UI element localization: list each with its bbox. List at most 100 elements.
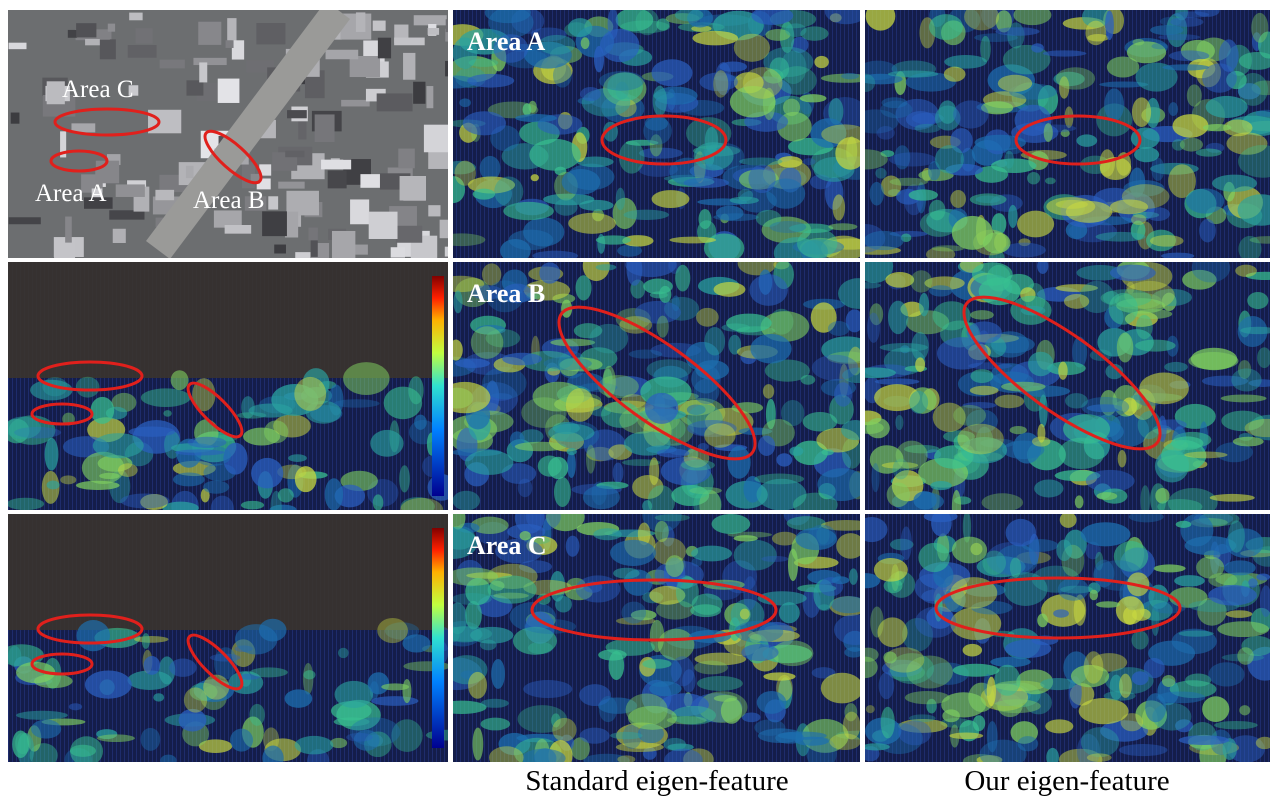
caption: Our eigen-feature bbox=[964, 765, 1169, 797]
texture bbox=[1196, 149, 1222, 157]
texture bbox=[1176, 521, 1192, 528]
texture bbox=[1231, 368, 1261, 391]
texture bbox=[1084, 651, 1104, 683]
texture bbox=[175, 449, 224, 455]
texture bbox=[142, 633, 150, 649]
texture bbox=[1174, 575, 1205, 586]
texture bbox=[929, 14, 963, 40]
texture bbox=[1179, 630, 1214, 636]
texture bbox=[1150, 235, 1184, 247]
texture bbox=[1087, 753, 1112, 762]
texture bbox=[295, 466, 317, 492]
texture bbox=[610, 732, 642, 739]
texture bbox=[669, 237, 716, 244]
texture bbox=[953, 405, 986, 426]
texture bbox=[1131, 214, 1146, 225]
texture bbox=[881, 707, 895, 739]
building bbox=[225, 225, 252, 234]
texture bbox=[532, 251, 578, 261]
texture bbox=[1121, 713, 1144, 731]
building bbox=[9, 43, 27, 49]
texture bbox=[1013, 5, 1051, 25]
texture bbox=[910, 270, 932, 292]
building bbox=[356, 12, 365, 32]
texture bbox=[909, 391, 928, 414]
building bbox=[128, 45, 157, 58]
texture bbox=[481, 699, 509, 708]
texture bbox=[566, 388, 594, 422]
texture bbox=[459, 98, 471, 107]
texture bbox=[1096, 601, 1120, 607]
texture bbox=[173, 473, 205, 487]
texture bbox=[1135, 340, 1175, 352]
building bbox=[186, 166, 194, 178]
texture bbox=[1153, 564, 1185, 572]
texture bbox=[740, 609, 750, 620]
texture bbox=[531, 174, 539, 181]
texture bbox=[1134, 147, 1159, 162]
texture bbox=[734, 540, 777, 571]
texture bbox=[455, 161, 476, 186]
texture bbox=[653, 86, 667, 116]
texture bbox=[1053, 609, 1069, 617]
texture bbox=[76, 377, 100, 398]
texture bbox=[99, 473, 120, 479]
texture bbox=[1045, 719, 1073, 733]
texture bbox=[1144, 658, 1165, 678]
texture bbox=[1037, 258, 1048, 274]
texture bbox=[230, 729, 253, 752]
texture bbox=[1110, 265, 1156, 282]
building bbox=[232, 40, 244, 59]
texture bbox=[929, 285, 952, 296]
texture bbox=[1132, 97, 1151, 127]
texture bbox=[749, 274, 787, 306]
texture bbox=[1150, 25, 1183, 35]
texture bbox=[1064, 294, 1089, 309]
texture bbox=[1008, 205, 1017, 228]
texture bbox=[963, 644, 982, 657]
texture bbox=[889, 178, 928, 186]
texture bbox=[335, 681, 374, 708]
texture bbox=[998, 75, 1032, 92]
texture bbox=[1239, 705, 1250, 715]
texture bbox=[995, 395, 1025, 409]
texture bbox=[953, 100, 988, 128]
texture bbox=[909, 189, 938, 200]
texture bbox=[576, 275, 592, 300]
texture bbox=[593, 528, 622, 540]
texture bbox=[993, 699, 1041, 713]
building bbox=[428, 205, 440, 216]
texture bbox=[832, 576, 850, 584]
texture bbox=[285, 689, 313, 707]
area-label: Area A bbox=[35, 180, 107, 207]
texture bbox=[1060, 512, 1077, 528]
texture bbox=[739, 157, 783, 165]
texture bbox=[652, 59, 693, 86]
texture bbox=[1037, 424, 1045, 443]
texture bbox=[91, 397, 115, 424]
building bbox=[186, 80, 203, 95]
texture bbox=[60, 475, 76, 484]
texture bbox=[1237, 647, 1253, 665]
building bbox=[308, 228, 317, 241]
texture bbox=[489, 746, 524, 769]
building bbox=[54, 238, 75, 262]
texture bbox=[905, 691, 950, 704]
texture bbox=[596, 235, 631, 244]
texture bbox=[1214, 721, 1258, 729]
texture bbox=[1058, 578, 1089, 601]
texture bbox=[129, 427, 176, 437]
texture bbox=[714, 282, 746, 297]
texture bbox=[896, 441, 928, 470]
texture bbox=[1202, 63, 1237, 92]
building bbox=[403, 53, 415, 80]
building bbox=[262, 211, 287, 236]
texture bbox=[1129, 511, 1164, 522]
building bbox=[136, 28, 153, 44]
texture bbox=[1184, 451, 1228, 458]
texture bbox=[1170, 17, 1203, 27]
building bbox=[155, 190, 174, 200]
texture bbox=[1260, 585, 1272, 617]
texture bbox=[610, 540, 656, 566]
texture bbox=[1044, 123, 1053, 142]
